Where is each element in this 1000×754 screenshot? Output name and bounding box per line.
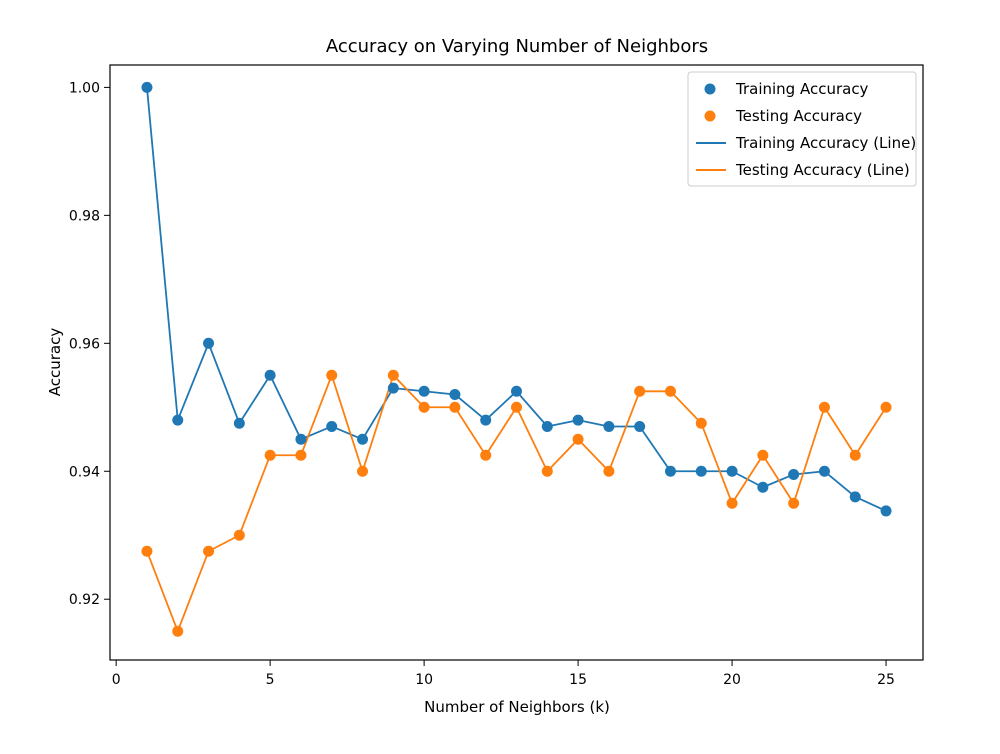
legend-box [687, 71, 917, 187]
y-axis-label: Accuracy [46, 328, 64, 397]
testing-point [541, 465, 553, 477]
testing-point [418, 401, 430, 413]
y-tick-label: 0.96 [69, 336, 100, 352]
testing-point [880, 401, 892, 413]
legend-label: Testing Accuracy [735, 107, 862, 125]
training-point [695, 465, 707, 477]
training-point [264, 369, 276, 381]
axes-frame [109, 64, 924, 661]
training-point [141, 81, 153, 93]
testing-point [849, 449, 861, 461]
legend-label: Testing Accuracy (Line) [735, 161, 910, 179]
testing-point [726, 497, 738, 509]
testing-point [264, 449, 276, 461]
testing-point [634, 385, 646, 397]
training-point [634, 420, 646, 432]
legend-marker [704, 83, 716, 95]
legend-label: Training Accuracy [735, 80, 869, 98]
training-point [511, 385, 522, 397]
y-tick-label: 0.98 [69, 208, 100, 224]
testing-point [818, 401, 830, 413]
x-axis: 0 5 10 15 20 25 [112, 660, 895, 688]
testing-point [357, 465, 369, 477]
training-point [233, 417, 245, 429]
legend-label: Training Accuracy (Line) [735, 134, 916, 152]
x-tick-label: 25 [877, 672, 895, 688]
testing-point [449, 401, 461, 413]
training-point [449, 388, 461, 400]
x-tick-label: 15 [569, 672, 587, 688]
training-point [541, 420, 553, 432]
y-tick-label: 0.92 [69, 592, 100, 608]
training-point [726, 465, 738, 477]
testing-point [603, 465, 615, 477]
y-tick-label: 1.00 [69, 80, 100, 96]
testing-point [480, 449, 492, 461]
legend: Training Accuracy Testing Accuracy Trainin… [687, 71, 917, 187]
testing-point [203, 545, 215, 557]
testing-point [572, 433, 584, 445]
testing-point [295, 449, 307, 461]
x-axis-label: Number of Neighbors (k) [424, 698, 610, 716]
testing-point [757, 449, 769, 461]
x-tick-label: 20 [723, 672, 741, 688]
testing-point [233, 529, 245, 541]
legend-marker [704, 110, 716, 122]
testing-point [664, 385, 676, 397]
testing-point [141, 545, 153, 557]
x-tick-label: 0 [112, 672, 121, 688]
training-point [418, 385, 430, 397]
training-point [818, 465, 830, 477]
series-group [141, 81, 892, 637]
x-tick-label: 10 [415, 672, 433, 688]
training-point [664, 465, 676, 477]
training-point [849, 491, 861, 503]
training-point [603, 420, 615, 432]
testing-point [511, 401, 522, 413]
training-point [387, 382, 399, 394]
testing-point [695, 417, 707, 429]
testing-point [788, 497, 800, 509]
chart-title: Accuracy on Varying Number of Neighbors [326, 36, 708, 57]
training-point [203, 337, 215, 349]
y-axis: 0.92 0.94 0.96 0.98 1.00 [69, 80, 110, 608]
x-tick-label: 5 [266, 672, 275, 688]
training-point [757, 481, 769, 493]
testing-point [172, 625, 184, 637]
training-point [788, 468, 800, 480]
testing-point [387, 369, 399, 381]
training-point [480, 414, 492, 426]
y-tick-label: 0.94 [69, 464, 100, 480]
training-point [295, 433, 307, 445]
training-point [357, 433, 369, 445]
testing-point [326, 369, 338, 381]
training-point [172, 414, 184, 426]
training-point [572, 414, 584, 426]
training-point [880, 505, 892, 517]
training-point [326, 420, 338, 432]
